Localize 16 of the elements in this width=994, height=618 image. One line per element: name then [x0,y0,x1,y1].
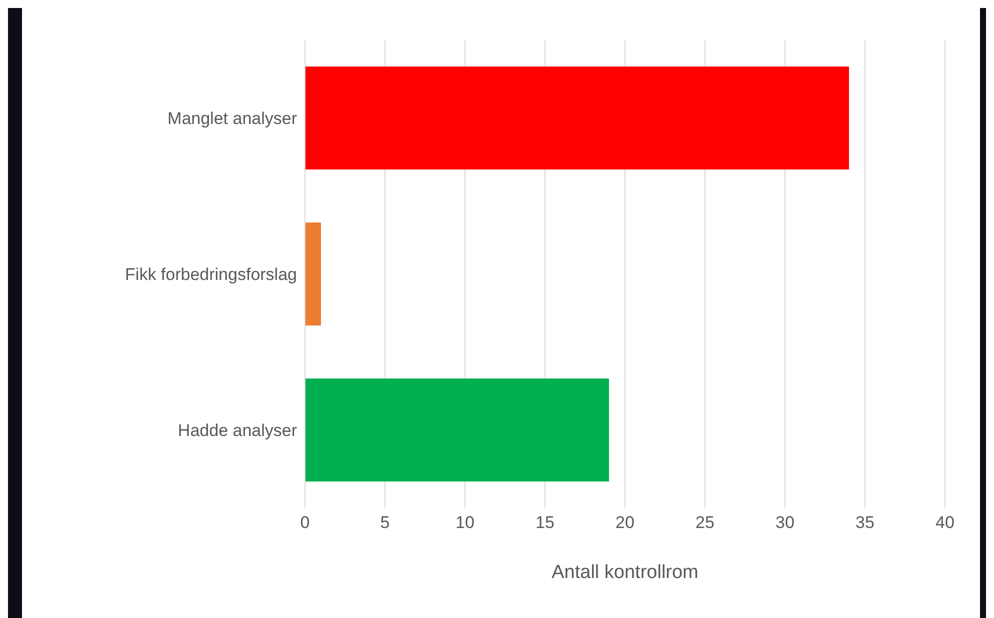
x-tick-label: 25 [696,513,714,532]
y-tick-label: Fikk forbedringsforslag [125,265,297,284]
x-tick-label: 20 [616,513,634,532]
bar [305,378,609,482]
x-tick-label: 0 [300,513,310,532]
x-tick-label: 30 [776,513,794,532]
x-tick-label: 10 [456,513,474,532]
x-axis-title: Antall kontrollrom [552,562,698,583]
bar [305,66,849,170]
x-tick-label: 35 [856,513,874,532]
y-tick-label: Manglet analyser [168,109,298,128]
bar [305,222,321,326]
x-tick-label: 5 [380,513,390,532]
y-tick-label: Hadde analyser [178,421,298,440]
x-tick-label: 15 [536,513,554,532]
x-tick-label: 40 [936,513,954,532]
